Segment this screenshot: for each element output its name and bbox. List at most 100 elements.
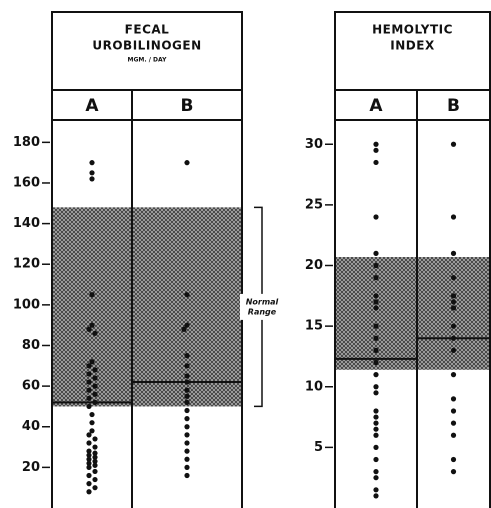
data-dot [184,353,190,359]
data-dot [89,160,95,166]
data-dot [373,493,379,499]
data-dot [373,390,379,396]
panel-frame [51,11,243,508]
data-dot [373,420,379,426]
data-dot [450,323,457,329]
data-dot [89,420,95,426]
y-tick-label: 20 [305,258,323,273]
data-dot [184,432,190,438]
strip-chart: FECAL UROBILINOGEN MGM. / DAY A B 20 40 60 80 100… [13,11,284,508]
data-dot [86,452,92,458]
data-dot [184,160,190,166]
category-label: A [85,96,99,116]
data-dot [373,456,379,463]
data-dot [86,326,92,332]
data-dot [450,432,457,438]
data-dot [450,275,457,281]
data-dot [373,275,379,281]
data-dot [373,323,379,329]
data-dot [92,391,98,397]
data-dot [373,299,379,305]
data-dot [89,170,95,176]
data-dot [373,147,379,153]
chart-subtitle: MGM. / DAY [128,57,168,64]
data-dot [89,292,95,298]
y-tick-label: 140 [13,216,40,231]
data-dot [373,487,379,493]
data-dot [373,384,379,390]
data-dot [86,472,92,479]
data-dot [184,464,190,470]
y-tick-label: 25 [305,197,323,212]
data-dot [373,414,379,420]
data-dot [184,440,190,446]
data-dot [92,375,98,381]
y-tick-label: 5 [314,440,323,455]
category-label: B [181,96,194,116]
data-dot [373,359,379,366]
data-dot [450,408,457,414]
data-dot [450,293,457,299]
data-dot [184,373,190,379]
data-dot [373,262,379,269]
data-dot [184,322,190,328]
data-dot [184,407,190,414]
y-tick-label: 100 [13,297,40,312]
strip-chart: HEMOLYTIC INDEX A B 5 10 15 20 25 30 [305,11,491,508]
y-tick-label: 30 [305,137,323,152]
data-dot [92,462,98,468]
data-dot [184,448,190,454]
data-dot [373,250,379,256]
data-dot [86,464,92,470]
data-dot [181,326,187,332]
data-dot [184,387,190,393]
data-dot [450,250,457,256]
y-tick-label: 60 [22,379,40,394]
y-tick-label: 20 [22,460,40,475]
data-dot [86,481,92,487]
data-dot [89,176,95,182]
data-dot [92,450,98,456]
normal-range [52,207,242,407]
data-dot [92,485,98,491]
data-dot [450,335,457,341]
data-dot [450,141,457,147]
data-dot [373,305,379,311]
annotation-bg [240,293,284,320]
chart-title: FECAL [125,23,170,37]
data-dot [89,428,95,434]
data-dot [86,403,92,410]
data-dot [86,432,92,438]
data-dot [184,399,190,405]
data-dot [92,399,98,405]
data-dot [373,426,379,432]
data-dot [89,322,95,328]
data-dot [184,292,190,298]
data-dot [373,475,379,481]
data-dot [373,293,379,299]
panel-frame [334,11,491,508]
data-dot [92,458,98,464]
chart-title: UROBILINOGEN [92,39,201,53]
data-dot [450,420,457,426]
data-dot [86,448,92,454]
data-dot [86,395,92,401]
data-dot [450,456,457,463]
category-label: A [369,96,383,116]
data-dot [92,468,98,475]
data-dot [184,472,190,479]
y-tick-label: 80 [22,338,40,353]
data-dot [450,469,457,475]
data-dot [92,454,98,460]
chart-title: INDEX [390,39,435,53]
data-dot [450,299,457,305]
chart-title: HEMOLYTIC [372,23,453,37]
data-dot [373,214,379,220]
data-dot [450,347,457,353]
data-dot [92,444,98,450]
data-dot [184,363,190,369]
category-label: B [447,96,460,116]
data-dot [89,411,95,418]
data-dot [373,432,379,438]
